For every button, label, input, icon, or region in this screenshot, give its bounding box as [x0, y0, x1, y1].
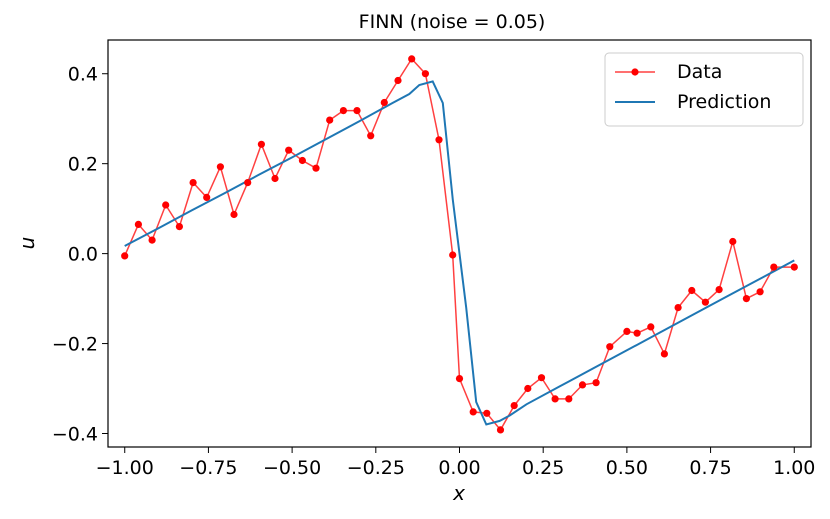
- data-point: [408, 55, 416, 63]
- y-tick-label: 0.4: [68, 64, 98, 86]
- data-point: [623, 327, 631, 335]
- data-point: [244, 179, 252, 187]
- data-point: [742, 295, 751, 303]
- data-point: [647, 323, 655, 331]
- data-point: [298, 156, 306, 165]
- data-point: [633, 329, 641, 337]
- data-point: [421, 70, 429, 78]
- data-point: [674, 304, 682, 312]
- data-point: [551, 395, 559, 403]
- data-point: [175, 223, 183, 231]
- series-data-line: [124, 57, 795, 432]
- data-point: [606, 343, 614, 351]
- plot-area: [121, 55, 798, 434]
- data-point: [189, 179, 197, 187]
- data-point: [496, 426, 505, 434]
- y-axis: −0.4 −0.2 0.0 0.2 0.4: [52, 64, 108, 446]
- x-tick-label: −1.00: [96, 457, 154, 479]
- data-point: [326, 116, 334, 124]
- x-axis: −1.00 −0.75 −0.50 −0.25 0.00 0.25 0.50 0.75 1.00: [96, 447, 815, 479]
- data-point: [312, 164, 320, 172]
- data-point: [756, 288, 764, 296]
- data-point: [688, 286, 696, 295]
- data-point: [339, 107, 347, 115]
- data-point: [483, 409, 491, 417]
- y-tick-label: −0.2: [52, 334, 98, 356]
- data-point: [455, 375, 464, 383]
- data-point: [134, 220, 142, 228]
- x-axis-label: x: [452, 481, 465, 505]
- data-point: [285, 146, 293, 154]
- x-tick-label: 0.00: [438, 457, 480, 479]
- y-tick-label: 0.2: [68, 154, 98, 176]
- data-point: [449, 251, 457, 259]
- x-tick-label: 0.75: [689, 457, 731, 479]
- data-point: [367, 132, 375, 140]
- legend-prediction-label: Prediction: [677, 91, 771, 113]
- x-tick-label: −0.50: [263, 457, 321, 479]
- data-point: [257, 140, 265, 148]
- legend-data-label: Data: [677, 61, 722, 83]
- data-point: [216, 163, 224, 171]
- legend: Data Prediction: [604, 52, 804, 127]
- data-point: [121, 252, 129, 260]
- data-point: [715, 286, 723, 294]
- data-point: [790, 263, 798, 271]
- data-point: [770, 263, 778, 271]
- data-point: [230, 210, 238, 219]
- data-point: [565, 395, 573, 403]
- data-point: [353, 107, 361, 115]
- x-tick-label: −0.75: [179, 457, 237, 479]
- data-point: [701, 298, 710, 306]
- y-tick-label: 0.0: [68, 244, 98, 266]
- data-point: [660, 350, 669, 358]
- data-point: [578, 381, 587, 389]
- data-point: [469, 408, 477, 416]
- series-prediction-line: [124, 80, 795, 426]
- data-point: [394, 76, 402, 85]
- x-tick-label: 0.25: [522, 457, 564, 479]
- data-point: [380, 98, 388, 107]
- data-point: [592, 379, 600, 387]
- chart-title: FINN (noise = 0.05): [359, 11, 546, 33]
- x-tick-label: 1.00: [773, 457, 815, 479]
- y-axis-label: u: [15, 237, 39, 250]
- data-point: [162, 201, 170, 209]
- data-point: [271, 174, 279, 183]
- data-point: [203, 193, 211, 201]
- data-point: [148, 236, 156, 244]
- x-tick-label: 0.50: [606, 457, 648, 479]
- y-tick-label: −0.4: [52, 424, 98, 446]
- data-point: [510, 402, 518, 410]
- data-point: [435, 136, 443, 144]
- data-point: [729, 237, 737, 246]
- data-point: [524, 384, 532, 393]
- data-point: [537, 374, 546, 382]
- legend-data-marker: [631, 68, 639, 76]
- x-tick-label: −0.25: [347, 457, 405, 479]
